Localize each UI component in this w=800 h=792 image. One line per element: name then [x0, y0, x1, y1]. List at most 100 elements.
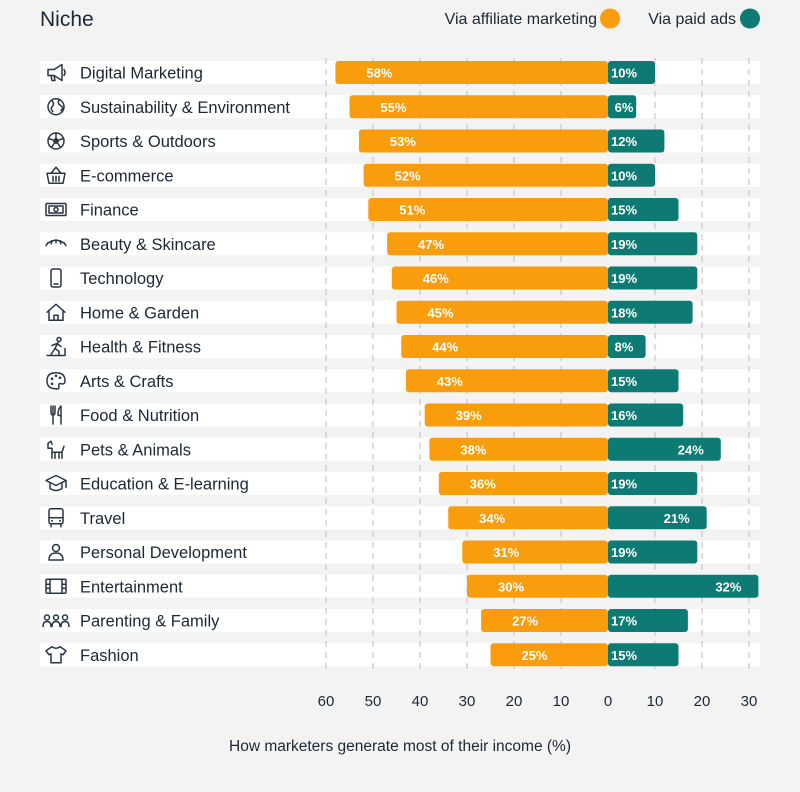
- bar-label-paid-ads-health-and-fitness: 8%: [615, 340, 634, 355]
- runner-icon: [46, 336, 66, 357]
- bar-paid-ads-arts-and-crafts: [608, 369, 679, 393]
- bar-affiliate-health-and-fitness: [401, 335, 608, 358]
- bar-paid-ads-pets-and-animals: [608, 437, 721, 461]
- bar-affiliate-entertainment: [467, 574, 608, 598]
- category-label-food-and-nutrition: Food & Nutrition: [80, 407, 199, 425]
- bar-paid-ads-home-and-garden: [608, 300, 693, 324]
- category-label-fashion: Fashion: [80, 647, 139, 665]
- bar-paid-ads-sports-and-outdoors: [608, 129, 665, 153]
- bar-label-affiliate-finance: 51%: [399, 203, 425, 218]
- legend-label-paid-ads: Via paid ads: [648, 11, 736, 28]
- bars: 58% 10% 55% 6% 53% 12% 52% 10% 51% 15% 47% 19% 46% 19…: [335, 61, 759, 667]
- x-tick-label-left-40: 40: [412, 693, 429, 710]
- x-tick-label-left-50: 50: [365, 693, 382, 710]
- bar-label-paid-ads-fashion: 15%: [611, 648, 637, 663]
- bar-label-paid-ads-parenting-and-family: 17%: [611, 614, 637, 629]
- bar-paid-ads-finance: [608, 198, 679, 221]
- bar-paid-ads-travel: [608, 506, 707, 530]
- bar-affiliate-finance: [368, 198, 608, 221]
- bar-label-paid-ads-digital-marketing: 10%: [611, 66, 637, 81]
- bar-affiliate-sustainability-and-environment: [349, 95, 608, 119]
- bar-label-affiliate-fashion: 25%: [521, 648, 547, 663]
- x-tick-label-left-0: 0: [604, 693, 612, 710]
- bar-affiliate-beauty-and-skincare: [387, 232, 608, 256]
- category-label-technology: Technology: [80, 270, 164, 288]
- bar-affiliate-arts-and-crafts: [405, 369, 608, 393]
- eye-icon: [45, 239, 67, 247]
- dog-icon: [47, 440, 65, 459]
- utensils-icon: [50, 405, 62, 425]
- bar-paid-ads-e-commerce: [608, 163, 655, 187]
- x-axis-ticks: 60 50 40 30 20 10 0 10 20 30: [318, 693, 758, 710]
- bar-affiliate-technology: [391, 266, 608, 290]
- chart-title: Niche: [40, 8, 94, 31]
- bar-affiliate-e-commerce: [363, 163, 608, 187]
- legend-swatch-affiliate: [600, 8, 620, 29]
- bar-affiliate-travel: [448, 506, 608, 530]
- category-label-arts-and-crafts: Arts & Crafts: [80, 373, 174, 391]
- globe-icon: [47, 98, 65, 116]
- x-axis-label: How marketers generate most of their inc…: [229, 738, 571, 755]
- bar-label-affiliate-food-and-nutrition: 39%: [456, 408, 482, 423]
- x-tick-label-right-10: 10: [647, 693, 664, 710]
- bar-label-paid-ads-technology: 19%: [611, 271, 637, 286]
- bar-affiliate-pets-and-animals: [429, 437, 608, 461]
- bar-paid-ads-beauty-and-skincare: [608, 232, 698, 256]
- basket-icon: [46, 166, 66, 184]
- bar-label-paid-ads-food-and-nutrition: 16%: [611, 408, 637, 423]
- bar-paid-ads-fashion: [608, 643, 679, 667]
- phone-icon: [50, 268, 62, 288]
- bar-label-paid-ads-home-and-garden: 18%: [611, 305, 637, 320]
- bar-affiliate-sports-and-outdoors: [358, 129, 608, 153]
- bar-label-paid-ads-e-commerce: 10%: [611, 168, 637, 183]
- gridlines: [325, 58, 750, 670]
- bar-label-paid-ads-sports-and-outdoors: 12%: [611, 134, 637, 149]
- shirt-icon: [45, 646, 67, 664]
- bar-paid-ads-education-and-e-learning: [608, 472, 698, 495]
- category-label-health-and-fitness: Health & Fitness: [80, 339, 201, 357]
- bar-label-affiliate-beauty-and-skincare: 47%: [418, 237, 444, 252]
- bar-label-affiliate-digital-marketing: 58%: [366, 66, 392, 81]
- bus-icon: [48, 508, 64, 528]
- category-label-sports-and-outdoors: Sports & Outdoors: [80, 133, 216, 151]
- category-label-e-commerce: E-commerce: [80, 167, 174, 185]
- megaphone-icon: [47, 63, 66, 82]
- bar-affiliate-education-and-e-learning: [438, 472, 608, 495]
- bar-paid-ads-parenting-and-family: [608, 609, 688, 632]
- bar-paid-ads-entertainment: [608, 574, 759, 598]
- category-label-education-and-e-learning: Education & E-learning: [80, 476, 249, 494]
- bar-label-paid-ads-pets-and-animals: 24%: [678, 442, 704, 457]
- legend-swatch-paid-ads: [740, 8, 760, 29]
- palette-icon: [46, 372, 66, 390]
- bar-affiliate-fashion: [490, 643, 608, 667]
- category-label-parenting-and-family: Parenting & Family: [80, 613, 220, 631]
- category-label-digital-marketing: Digital Marketing: [80, 65, 203, 83]
- bar-label-affiliate-entertainment: 30%: [498, 579, 524, 594]
- bar-paid-ads-digital-marketing: [608, 61, 655, 84]
- house-icon: [46, 303, 66, 321]
- bar-affiliate-digital-marketing: [335, 61, 608, 84]
- bar-paid-ads-technology: [608, 266, 698, 290]
- bar-label-affiliate-parenting-and-family: 27%: [512, 614, 538, 629]
- bar-label-affiliate-personal-development: 31%: [493, 545, 519, 560]
- bar-label-paid-ads-arts-and-crafts: 15%: [611, 374, 637, 389]
- category-label-personal-development: Personal Development: [80, 544, 247, 562]
- bar-label-affiliate-sustainability-and-environment: 55%: [380, 100, 406, 115]
- bar-label-paid-ads-finance: 15%: [611, 203, 637, 218]
- x-tick-label-left-10: 10: [553, 693, 570, 710]
- film-icon: [45, 578, 67, 594]
- category-label-travel: Travel: [80, 510, 125, 528]
- category-label-pets-and-animals: Pets & Animals: [80, 441, 191, 459]
- bar-label-affiliate-pets-and-animals: 38%: [460, 442, 486, 457]
- bar-affiliate-personal-development: [462, 540, 608, 564]
- bar-label-paid-ads-entertainment: 32%: [715, 579, 741, 594]
- x-tick-label-left-20: 20: [506, 693, 523, 710]
- x-tick-label-left-30: 30: [459, 693, 476, 710]
- x-tick-label-right-30: 30: [741, 693, 758, 710]
- bar-label-affiliate-sports-and-outdoors: 53%: [390, 134, 416, 149]
- category-label-beauty-and-skincare: Beauty & Skincare: [80, 236, 216, 254]
- x-tick-label-left-60: 60: [318, 693, 335, 710]
- bar-label-paid-ads-personal-development: 19%: [611, 545, 637, 560]
- bar-label-affiliate-travel: 34%: [479, 511, 505, 526]
